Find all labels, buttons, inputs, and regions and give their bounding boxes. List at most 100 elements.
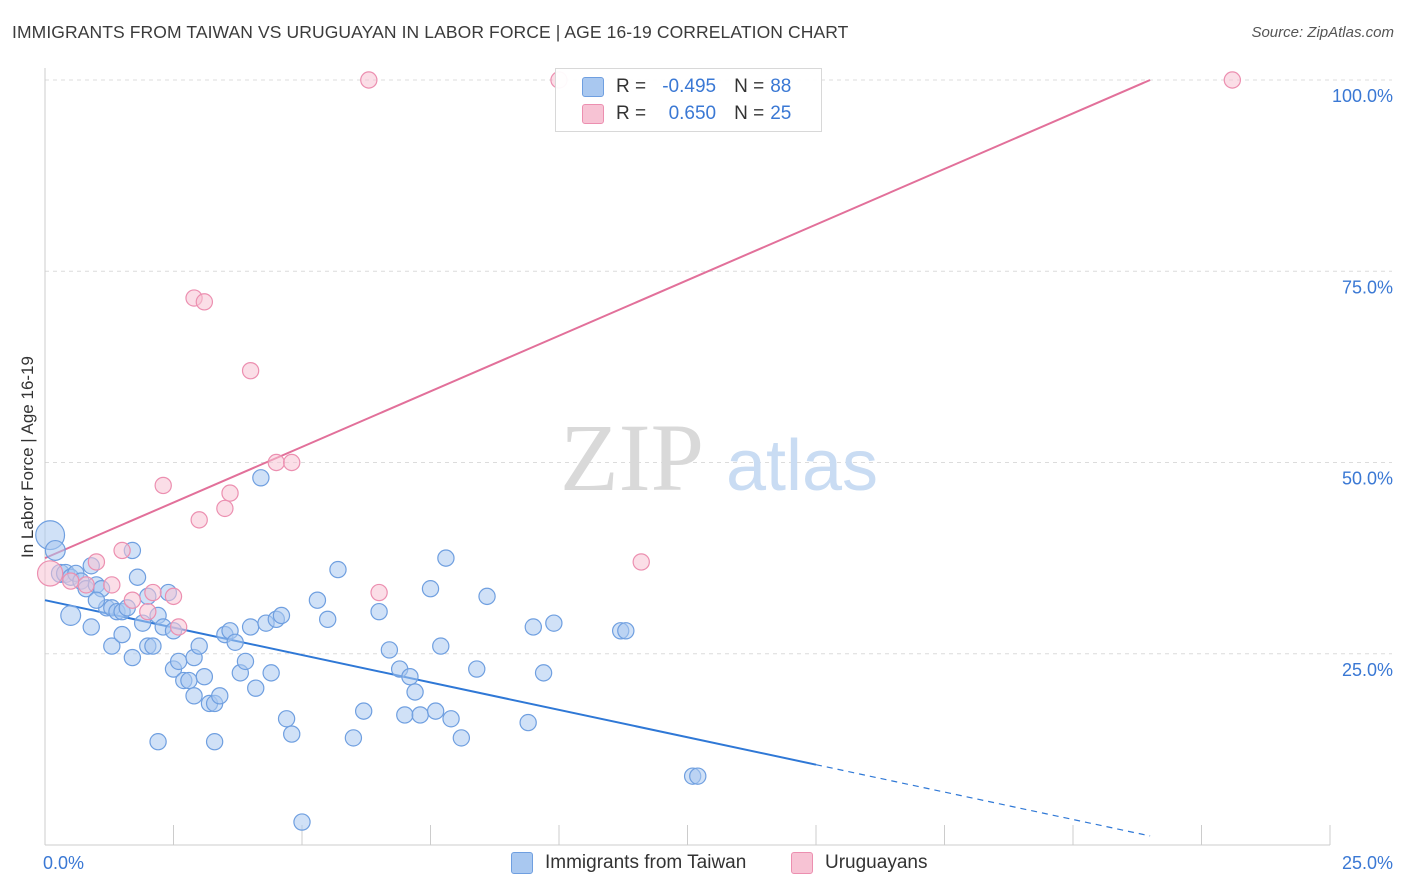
point-taiwan <box>401 668 419 686</box>
legend-n-label: N = <box>734 103 765 124</box>
point-uruguayans <box>1223 71 1242 89</box>
legend-r-label: R = <box>616 76 647 97</box>
point-taiwan <box>370 602 388 621</box>
point-uruguayans <box>221 484 239 502</box>
point-taiwan <box>308 591 327 609</box>
point-taiwan <box>205 733 224 751</box>
point-taiwan <box>169 652 188 671</box>
point-taiwan <box>195 668 214 686</box>
point-taiwan <box>149 733 167 751</box>
point-uruguayans <box>169 618 188 636</box>
trend-line-uruguayans <box>44 79 1151 560</box>
bottom-legend-taiwan: Immigrants from Taiwan <box>511 852 746 874</box>
point-taiwan <box>354 702 373 720</box>
point-taiwan <box>262 664 280 682</box>
chart-title: IMMIGRANTS FROM TAIWAN VS URUGUAYAN IN L… <box>12 22 849 42</box>
axes <box>44 68 1331 846</box>
point-uruguayans <box>370 583 388 602</box>
point-taiwan <box>185 687 203 705</box>
watermark-atlas: atlas <box>726 426 878 506</box>
point-taiwan <box>545 614 563 632</box>
point-taiwan <box>432 637 450 655</box>
scatter-points <box>35 71 1242 831</box>
point-taiwan <box>421 580 440 598</box>
point-uruguayans <box>632 553 650 571</box>
y-tick-label: 50.0% <box>1342 469 1393 489</box>
point-taiwan <box>103 637 121 655</box>
point-taiwan <box>128 568 147 586</box>
point-uruguayans <box>195 293 214 311</box>
point-taiwan <box>411 706 429 724</box>
legend-r-label: R = <box>616 103 647 124</box>
point-uruguayans <box>36 560 64 587</box>
point-uruguayans <box>190 511 208 529</box>
point-taiwan <box>272 606 291 625</box>
point-taiwan <box>344 729 363 747</box>
point-taiwan <box>406 683 424 701</box>
trend-line-taiwan-extension <box>815 764 1151 837</box>
point-taiwan <box>144 637 162 655</box>
point-uruguayans <box>267 453 285 472</box>
point-taiwan <box>60 604 82 626</box>
point-taiwan <box>82 618 100 636</box>
point-uruguayans <box>87 553 106 571</box>
point-uruguayans <box>283 453 301 472</box>
point-taiwan <box>190 637 208 655</box>
point-taiwan <box>252 469 270 487</box>
y-tick-label: 100.0% <box>1332 86 1393 106</box>
point-taiwan <box>241 618 260 636</box>
point-taiwan <box>226 633 244 651</box>
point-taiwan <box>519 713 537 732</box>
point-taiwan <box>211 687 229 705</box>
point-taiwan <box>123 648 142 667</box>
watermark-zip: ZIP <box>560 404 704 511</box>
point-uruguayans <box>139 602 157 621</box>
legend-r-value: 0.650 <box>668 103 717 124</box>
legend-n-label: N = <box>734 76 765 97</box>
point-taiwan <box>617 622 635 640</box>
point-taiwan <box>468 660 486 678</box>
point-taiwan <box>452 729 471 747</box>
legend-swatch-blue <box>582 77 604 97</box>
y-axis-label: In Labor Force | Age 16-19 <box>18 356 37 558</box>
point-taiwan <box>293 813 311 831</box>
source-label: Source: ZipAtlas.com <box>1251 24 1394 41</box>
legend-swatch-pink <box>582 104 604 124</box>
point-uruguayans <box>77 576 95 594</box>
bottom-legend-label-uruguayans: Uruguayans <box>825 852 928 873</box>
bottom-legend-uruguayans: Uruguayans <box>791 852 927 874</box>
point-taiwan <box>534 664 553 682</box>
point-uruguayans <box>241 362 260 380</box>
point-taiwan <box>319 610 337 629</box>
point-taiwan <box>329 560 347 579</box>
legend-row-taiwan: R = -0.495 N = 88 <box>582 74 791 100</box>
point-uruguayans <box>144 583 162 602</box>
point-taiwan <box>283 725 301 743</box>
point-taiwan <box>478 587 496 606</box>
bottom-legend-swatch-pink <box>791 852 813 874</box>
x-tick-label-min: 0.0% <box>43 853 84 873</box>
point-taiwan <box>277 710 296 728</box>
tick-labels: 25.0% 50.0% 75.0% 100.0% 0.0% 25.0% <box>43 86 1393 873</box>
legend-n-value: 88 <box>770 76 792 97</box>
legend-n-value: 25 <box>770 103 792 124</box>
point-taiwan <box>236 652 255 671</box>
bottom-legend-swatch-blue <box>511 852 533 874</box>
point-taiwan <box>689 767 707 785</box>
x-tick-label-max: 25.0% <box>1342 853 1393 873</box>
point-taiwan <box>437 549 455 567</box>
point-uruguayans <box>61 572 80 590</box>
point-taiwan <box>380 641 399 659</box>
point-taiwan <box>44 539 66 561</box>
watermark: ZIP atlas <box>560 404 878 511</box>
point-taiwan <box>87 591 106 609</box>
point-uruguayans <box>123 591 142 609</box>
y-tick-label: 75.0% <box>1342 277 1393 297</box>
point-uruguayans <box>113 541 131 560</box>
point-uruguayans <box>360 71 378 89</box>
point-taiwan <box>396 706 414 724</box>
point-uruguayans <box>103 576 121 594</box>
legend-box: R = -0.495 N = 88 R = 0.650 N = 25 <box>555 68 822 132</box>
legend-row-uruguayans: R = 0.650 N = 25 <box>582 101 791 127</box>
